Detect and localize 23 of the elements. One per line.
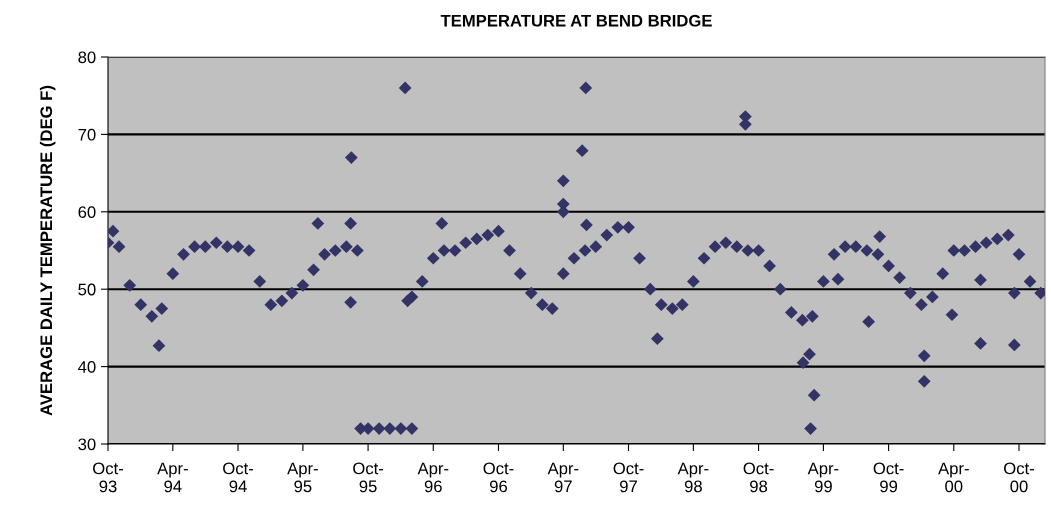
x-tick-label: Oct- 94 — [223, 462, 254, 493]
y-tick-label: 70 — [78, 128, 96, 141]
x-tick-label: Oct- 99 — [873, 462, 904, 493]
y-tick-label: 40 — [78, 361, 96, 373]
x-tick-label: Oct- 95 — [353, 462, 384, 493]
x-tick-label: Oct- 96 — [483, 462, 514, 493]
y-axis-title: AVERAGE DAILY TEMPERATURE (DEG F) — [39, 85, 56, 416]
x-tick-label: Apr- 94 — [157, 462, 188, 493]
y-tick-label: 60 — [78, 206, 96, 218]
x-tick-label: Apr- 00 — [938, 462, 969, 493]
x-tick-label: Oct- 00 — [1004, 462, 1034, 493]
y-tick-label: 30 — [78, 438, 96, 451]
x-tick-label: Apr- 97 — [547, 462, 579, 493]
x-tick-label: Oct- 93 — [93, 462, 123, 493]
y-tick-label: 50 — [78, 283, 96, 296]
x-tick-label: Apr- 99 — [807, 462, 839, 493]
x-tick-label: Oct- 97 — [613, 462, 644, 493]
x-tick-label: Apr- 96 — [417, 462, 449, 493]
x-tick-label: Apr- 98 — [677, 462, 709, 493]
chart-title: TEMPERATURE AT BEND BRIDGE — [440, 14, 712, 27]
x-tick-label: Apr- 95 — [287, 462, 318, 493]
y-tick-label: 80 — [78, 51, 96, 64]
x-tick-label: Oct- 98 — [743, 462, 774, 493]
